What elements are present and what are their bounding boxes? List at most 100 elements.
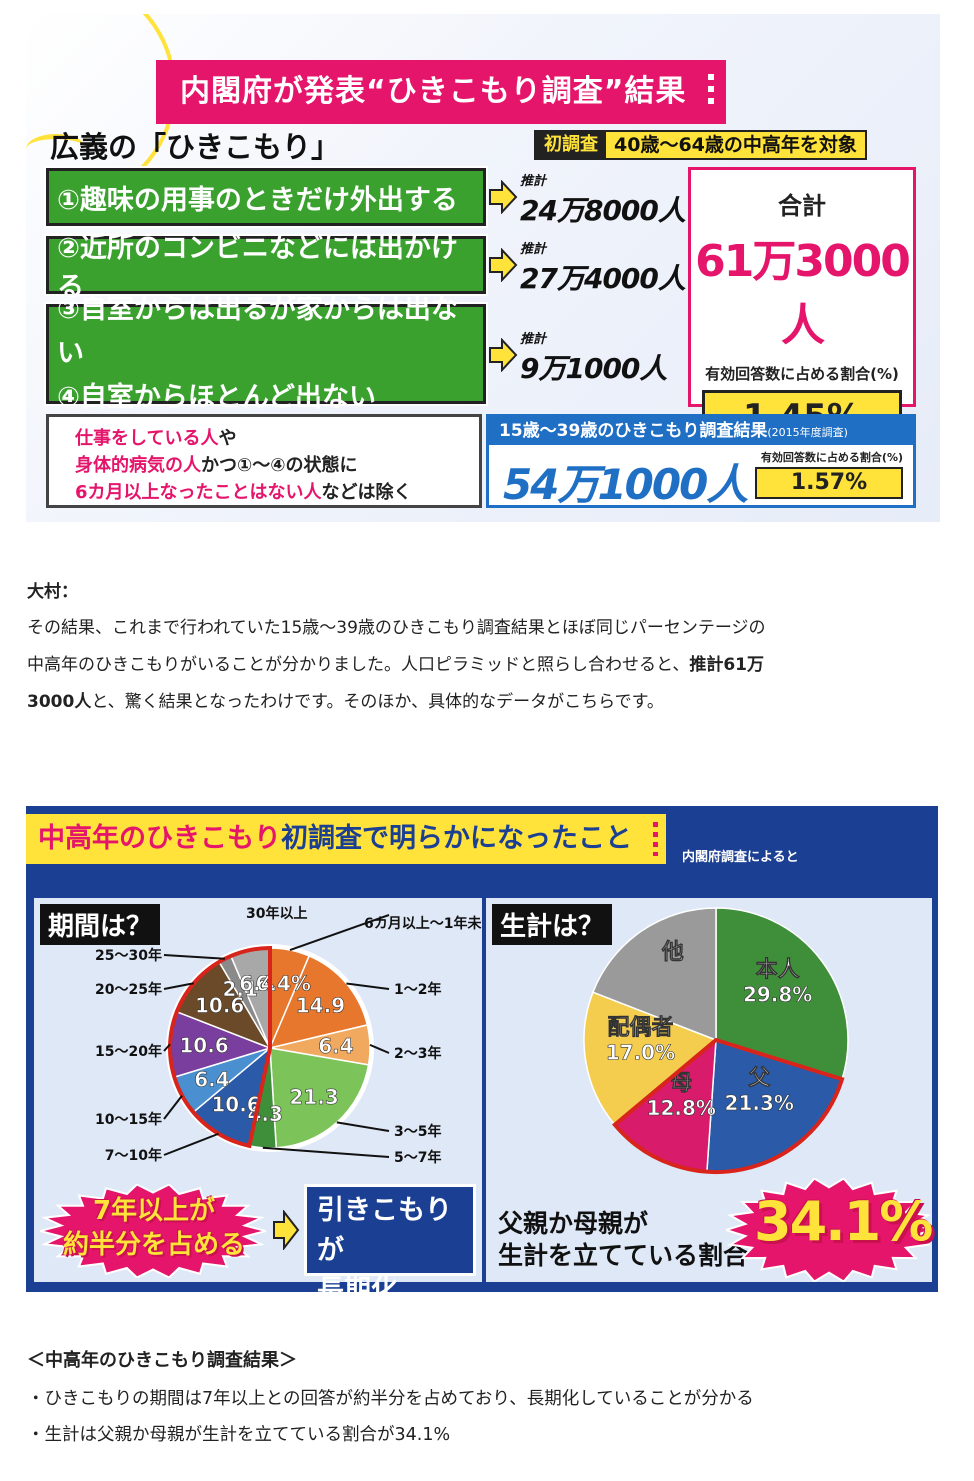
longterm-callout: 引きこもりが 長期化 bbox=[304, 1184, 476, 1292]
pie-value-label: 14.9 bbox=[296, 993, 345, 1017]
panel-title-text: 内閣府が発表“ひきこもり調査”結果 bbox=[180, 74, 687, 109]
estimate-value: 27万4000人 bbox=[520, 262, 686, 295]
pie-slice bbox=[715, 907, 849, 1081]
youth-header-text: 15歳〜39歳のひきこもり調査結果 bbox=[499, 421, 768, 441]
category-3-4: ③自室からは出るが家からは出ない ④自室からほとんど出ない bbox=[44, 294, 488, 413]
highlight-outline bbox=[612, 1037, 845, 1174]
duration-pie-chart: 6.4%14.96.421.34.310.66.410.610.62.16.46… bbox=[95, 905, 482, 1166]
first-survey-tag: 初調査 bbox=[536, 132, 606, 158]
youth-value: 54万1000人 bbox=[503, 460, 748, 509]
estimate-1: 推計 24万8000人 bbox=[520, 170, 686, 229]
pie-category-label: 6カ月以上〜1年未満 bbox=[364, 915, 482, 932]
panel-title: 中高年のひきこもり初調査で明らかになったこと bbox=[26, 814, 666, 864]
speaker-name: 大村： bbox=[27, 582, 78, 602]
estimate-label: 推計 bbox=[520, 242, 547, 257]
starburst-polygon bbox=[40, 1184, 266, 1278]
pie-value-label: 29.8% bbox=[743, 983, 812, 1007]
paragraph-line: 3000人と、驚く結果となったわけです。そのほか、具体的なデータがこちらです。 bbox=[27, 684, 947, 721]
pie-category-label: 配偶者 bbox=[607, 1015, 673, 1040]
infographic-findings: 中高年のひきこもり初調査で明らかになったこと 内閣府調査によると 6.4% 14.… bbox=[26, 806, 938, 1292]
pie-value-label: 6.4 bbox=[194, 1067, 229, 1091]
ratio-label-line: 父親か母親が bbox=[498, 1209, 649, 1238]
leader-line bbox=[262, 1146, 390, 1158]
infographic-survey-results: 内閣府が発表“ひきこもり調査”結果 広義の「ひきこもり」 初調査 40歳〜64歳… bbox=[26, 14, 940, 522]
paragraph-emphasis: 推計61万 bbox=[689, 655, 764, 675]
arrow-right-icon bbox=[273, 1210, 300, 1250]
total-label: 合計 bbox=[778, 192, 826, 220]
arrow-right-icon bbox=[489, 248, 518, 282]
leader-line bbox=[163, 982, 194, 990]
pie-value-label: 10.6 bbox=[179, 1034, 228, 1058]
youth-rate-label: 有効回答数に占める割合(%) bbox=[760, 451, 903, 464]
highlight-outline bbox=[168, 945, 272, 1149]
leader-line bbox=[163, 1095, 183, 1120]
pie-category-label: 5〜7年 bbox=[394, 1149, 441, 1166]
pie-value-label: 10.6 bbox=[211, 1093, 260, 1117]
category-1: ①趣味の用事のときだけ外出する bbox=[44, 166, 488, 228]
summary-item: ・生計は父親か母親が生計を立てている割合が34.1% bbox=[27, 1425, 451, 1445]
paragraph-line: 中高年のひきこもりがいることが分かりました。人口ピラミッドと照らし合わせると、推… bbox=[27, 647, 947, 684]
source-note: 内閣府調査によると bbox=[682, 850, 799, 865]
youth-rate-value: 1.57% bbox=[755, 467, 903, 499]
pie-category-label: 20〜25年 bbox=[95, 981, 162, 998]
pie-slice bbox=[591, 907, 717, 1042]
ratio-label-line: 生計を立てている割合 bbox=[498, 1241, 749, 1270]
pie-category-label: 7〜10年 bbox=[105, 1147, 162, 1164]
rate-label: 有効回答数に占める割合(%) bbox=[705, 365, 899, 383]
pie-category-label: 1〜2年 bbox=[394, 981, 441, 998]
paragraph-emphasis: 3000人 bbox=[27, 692, 92, 712]
paragraph-text: と、驚く結果となったわけです。そのほか、具体的なデータがこちらです。 bbox=[91, 692, 664, 712]
estimate-3: 推計 9万1000人 bbox=[520, 328, 667, 387]
arrow-right-icon bbox=[489, 338, 518, 372]
pie-value-label: 2.1 bbox=[223, 977, 258, 1001]
burst-text-line: 7年以上が bbox=[92, 1196, 216, 1226]
livelihood-chart-panel: 29.8% 21.3% 12.8% 17.0% 本人父 母 配偶者 他 生計は？ 父親か母親が… bbox=[486, 898, 933, 1282]
pie-value-label: 17.0% bbox=[606, 1040, 675, 1064]
ratio-label: 父親か母親が 生計を立てている割合 bbox=[498, 1208, 748, 1272]
leader-line bbox=[289, 914, 390, 951]
estimate-label: 推計 bbox=[520, 332, 547, 347]
first-survey-banner: 初調査 40歳〜64歳の中高年を対象 bbox=[534, 130, 867, 160]
leader-line bbox=[346, 982, 390, 990]
dots-decoration bbox=[653, 822, 658, 856]
exclusion-note: 仕事をしている人や 身体的病気の人かつ①〜④の状態に 6カ月以上なったことはない… bbox=[46, 414, 482, 508]
pie-category-label: 父 bbox=[748, 1066, 771, 1091]
pie-category-label: 10〜15年 bbox=[95, 1111, 162, 1128]
estimate-value: 9万1000人 bbox=[520, 352, 667, 385]
exclusion-text: 仕事をしている人 bbox=[75, 428, 219, 449]
pie-value-label: 21.3% bbox=[725, 1091, 794, 1115]
longterm-text-line: 長期化 bbox=[317, 1275, 398, 1292]
livelihood-question: 生計は？ bbox=[492, 904, 613, 945]
total-box: 合計 61万3000人 有効回答数に占める割合(%) 1.45% bbox=[688, 167, 916, 444]
exclusion-text: や bbox=[218, 428, 237, 449]
estimate-label: 推計 bbox=[520, 174, 547, 189]
pie-value-label: 21.3 bbox=[289, 1085, 338, 1109]
category-label: ③自室からは出るが家からは出ない bbox=[57, 294, 458, 369]
summary-title: ＜中高年のひきこもり調査結果＞ bbox=[27, 1350, 297, 1371]
pie-category-label: 3〜5年 bbox=[394, 1123, 441, 1140]
pie-category-label: 25〜30年 bbox=[95, 947, 162, 964]
youth-survey-header: 15歳〜39歳のひきこもり調査結果(2015年度調査) bbox=[489, 417, 913, 445]
total-value: 61万3000人 bbox=[695, 236, 911, 351]
panel-title: 内閣府が発表“ひきこもり調査”結果 bbox=[156, 60, 727, 124]
paragraph-line: その結果、これまで行われていた15歳〜39歳のひきこもり調査結果とほぼ同じパーセ… bbox=[27, 618, 766, 638]
pie-value-label: 6.4 bbox=[318, 1034, 353, 1058]
livelihood-pie-chart: 29.8% 21.3% 12.8% 17.0% 本人父 母 配偶者 他 bbox=[583, 907, 849, 1174]
duration-chart-panel: 6.4% 14.9 6.4 21.3 4.3 10.6 6.4 10.6 10.6 2.1 6.4 6… bbox=[34, 898, 482, 1292]
pie-slice bbox=[268, 954, 369, 1050]
arrow-right-icon bbox=[489, 180, 518, 214]
subtitle-underline bbox=[26, 134, 86, 164]
exclusion-text: などは除く bbox=[321, 482, 412, 503]
pie-value-label: 10.6 bbox=[195, 993, 244, 1017]
leader-line bbox=[163, 1043, 171, 1052]
estimate-2: 推計 27万4000人 bbox=[520, 238, 686, 297]
starburst-shape bbox=[726, 1178, 932, 1282]
youth-survey-box: 15歳〜39歳のひきこもり調査結果(2015年度調査) 54万1000人 有効回… bbox=[486, 414, 916, 509]
leader-line bbox=[163, 954, 225, 960]
pie-slice bbox=[269, 1047, 370, 1149]
pie-slice bbox=[583, 991, 718, 1126]
burst-text-line: 約半分を占める bbox=[62, 1230, 245, 1260]
pie-value-label: 12.8% bbox=[647, 1096, 716, 1120]
burst-callout: 7年以上が 約半分を占める bbox=[54, 1194, 254, 1262]
pie-category-label: 2〜3年 bbox=[394, 1045, 441, 1062]
